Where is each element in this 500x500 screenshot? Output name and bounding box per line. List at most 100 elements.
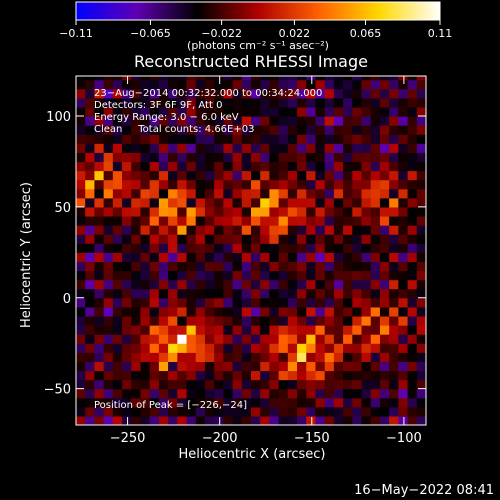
heatmap-cell [343, 143, 353, 153]
heatmap-cell [241, 397, 252, 408]
heatmap-cell [85, 397, 96, 408]
heatmap-cell [389, 79, 399, 90]
heatmap-cell [269, 97, 280, 108]
heatmap-cell [389, 379, 399, 390]
heatmap-cell [324, 161, 335, 172]
heatmap-cell [195, 76, 206, 81]
heatmap-cell [278, 106, 289, 117]
heatmap-cell [214, 406, 224, 417]
heatmap-cell [389, 197, 399, 208]
heatmap-cell [149, 370, 160, 381]
heatmap-cell [315, 134, 326, 144]
heatmap-cell [149, 125, 160, 135]
heatmap-cell [324, 252, 335, 263]
heatmap-cell [241, 334, 252, 344]
heatmap-cell [416, 206, 426, 217]
heatmap-cell [168, 306, 178, 317]
heatmap-cell [315, 161, 326, 172]
heatmap-cell [112, 215, 123, 226]
heatmap-cell [122, 143, 132, 153]
heatmap-cell [112, 76, 123, 81]
heatmap-cell [352, 88, 363, 99]
heatmap-cell [103, 315, 114, 326]
heatmap-cell [297, 170, 307, 181]
heatmap-cell [241, 406, 252, 417]
heatmap-cell [76, 406, 86, 417]
heatmap-cell [352, 170, 363, 181]
heatmap-cell [204, 234, 215, 244]
heatmap-cell [195, 306, 206, 317]
heatmap-cell [251, 315, 261, 326]
heatmap-cell [195, 370, 206, 381]
heatmap-cell [269, 161, 280, 172]
heatmap-cell [149, 406, 160, 417]
heatmap-cell [297, 306, 307, 317]
heatmap-cell [407, 343, 418, 353]
heatmap-cell [379, 125, 390, 135]
heatmap-cell [269, 352, 280, 362]
heatmap-cell [122, 88, 132, 99]
heatmap-cell [315, 334, 326, 344]
heatmap-cell [379, 415, 390, 425]
heatmap-cell [379, 225, 390, 235]
heatmap-cell [352, 234, 363, 244]
heatmap-cell [416, 161, 426, 172]
heatmap-cell [324, 88, 335, 99]
heatmap-cell [223, 397, 234, 408]
heatmap-cell [370, 334, 381, 344]
heatmap-cell [223, 379, 234, 390]
heatmap-cell [232, 115, 243, 126]
heatmap-cell [177, 125, 188, 135]
heatmap-cell [214, 379, 224, 390]
heatmap-cell [85, 125, 96, 135]
heatmap-cell [149, 134, 160, 144]
heatmap-cell [306, 415, 317, 425]
heatmap-cell [131, 215, 142, 226]
heatmap-cell [416, 388, 426, 399]
heatmap-cell [333, 170, 344, 181]
heatmap-cell [103, 334, 114, 344]
heatmap-cell [158, 197, 169, 208]
heatmap-cell [177, 215, 188, 226]
heatmap-cell [168, 79, 178, 90]
heatmap-cell [306, 97, 317, 108]
heatmap-cell [269, 306, 280, 317]
heatmap-cell [333, 306, 344, 317]
heatmap-cell [85, 115, 96, 126]
heatmap-cell [241, 370, 252, 381]
heatmap-cell [287, 197, 298, 208]
heatmap-cell [122, 325, 132, 335]
heatmap-cell [352, 388, 363, 399]
heatmap-cell [214, 97, 224, 108]
heatmap-cell [416, 225, 426, 235]
heatmap-cell [232, 397, 243, 408]
heatmap-cell [195, 379, 206, 390]
heatmap-cell [214, 170, 224, 181]
heatmap-cell [416, 188, 426, 199]
heatmap-cell [158, 206, 169, 217]
heatmap-cell [343, 334, 353, 344]
heatmap-cell [85, 352, 96, 362]
heatmap-cell [333, 325, 344, 335]
heatmap-cell [140, 297, 151, 308]
heatmap-cell [407, 325, 418, 335]
heatmap-cell [269, 370, 280, 381]
heatmap-cell [223, 134, 234, 144]
heatmap-cell [204, 370, 215, 381]
heatmap-cell [306, 288, 317, 299]
heatmap-cell [158, 134, 169, 144]
heatmap-cell [379, 388, 390, 399]
heatmap-cell [186, 306, 197, 317]
heatmap-cell [416, 134, 426, 144]
y-tick-label: −50 [44, 383, 71, 398]
heatmap-cell [85, 252, 96, 263]
heatmap-cell [343, 270, 353, 281]
heatmap-cell [149, 152, 160, 163]
heatmap-cell [260, 288, 271, 299]
heatmap-cell [343, 188, 353, 199]
heatmap-cell [361, 370, 372, 381]
heatmap-cell [324, 270, 335, 281]
heatmap-cell [232, 143, 243, 153]
heatmap-cell [352, 115, 363, 126]
heatmap-cell [278, 288, 289, 299]
